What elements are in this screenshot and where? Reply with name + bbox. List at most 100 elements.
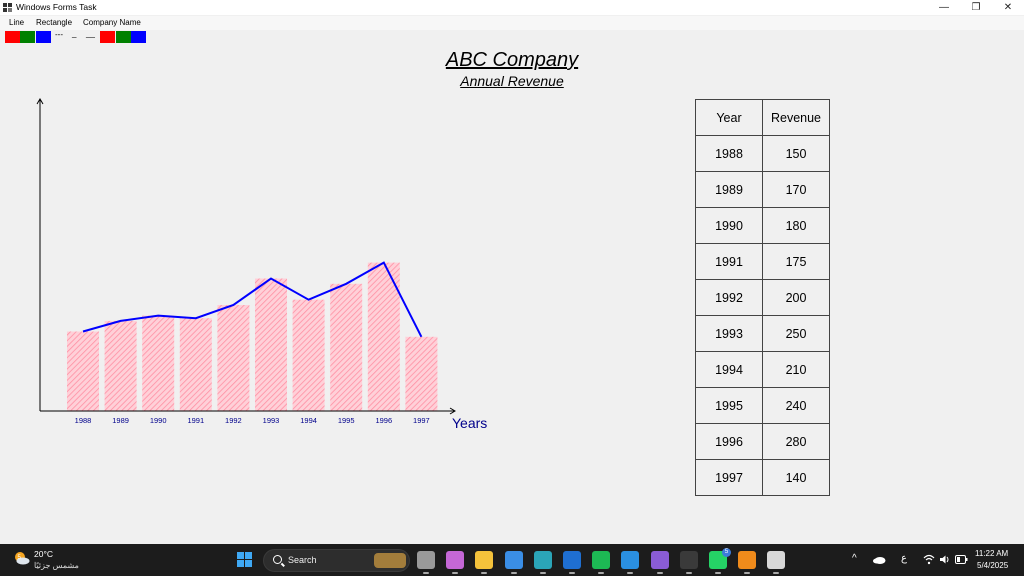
bar-1994: [292, 299, 325, 411]
weather-icon[interactable]: 5: [13, 551, 30, 565]
color-blue-button-2[interactable]: [131, 31, 146, 43]
taskbar-search[interactable]: Search: [263, 549, 410, 572]
weather-desc[interactable]: مشمس جزئيًا: [34, 561, 79, 570]
menu-rectangle[interactable]: Rectangle: [36, 18, 73, 27]
short-line-button[interactable]: _: [72, 29, 77, 38]
weather-badge: 5: [18, 555, 22, 561]
color-blue-button[interactable]: [36, 31, 51, 43]
bar-1996: [367, 262, 400, 411]
table-row: 1995 240: [695, 387, 830, 424]
company-heading: ABC Company: [445, 49, 579, 71]
revenue-table: Year Revenue 1988 150 1989 170 1990 180 1991 17…: [695, 99, 830, 496]
table-row: 1992 200: [695, 279, 830, 316]
revenue-line: [82, 261, 423, 338]
ticks-layer: 1988 1989 1990 1991 1992 1993 1994 1995 1996 1997: [75, 416, 430, 425]
running-indicator: [715, 572, 721, 574]
wifi-icon[interactable]: [923, 554, 935, 565]
restore-button[interactable]: ❐: [971, 2, 981, 13]
cell-year: 1997: [695, 459, 763, 496]
search-highlight-icon: [374, 553, 406, 568]
clock-time[interactable]: 11:22 AM: [975, 549, 1009, 558]
revenue-chart: 1988 1989 1990 1991 1992 1993 1994 1995 1996 1997…: [36, 98, 487, 431]
bar-1990: [142, 315, 175, 411]
cell-year: 1991: [695, 243, 763, 280]
bars-layer: [67, 262, 438, 411]
running-indicator: [627, 572, 634, 574]
copilot-icon[interactable]: [446, 551, 465, 574]
outlook-icon[interactable]: [563, 551, 581, 574]
table-row: 1997 140: [695, 459, 830, 496]
color-green-button[interactable]: [20, 31, 35, 43]
cell-year: 1994: [695, 351, 763, 388]
bar-1997: [405, 336, 438, 411]
cell-revenue: 210: [762, 351, 830, 388]
microsoft-store-icon[interactable]: [504, 551, 523, 574]
running-indicator: [744, 572, 751, 574]
cell-revenue: 170: [762, 171, 830, 208]
line-layer: [82, 261, 423, 338]
long-line-button[interactable]: __: [86, 29, 95, 38]
revenue-subheading: Annual Revenue: [460, 73, 564, 89]
running-indicator: [773, 572, 780, 574]
x-tick-label: 1989: [112, 416, 129, 425]
volume-icon[interactable]: [939, 554, 951, 565]
whatsapp-icon[interactable]: 5: [709, 548, 731, 574]
color-green-button-2[interactable]: [116, 31, 131, 43]
tray-chevron-icon[interactable]: ^: [852, 553, 857, 564]
table-body: 1988 150 1989 170 1990 180 1991 175 1992 200 1993 2…: [695, 135, 830, 496]
minimize-button[interactable]: —: [939, 2, 949, 13]
bar-1992: [217, 305, 250, 411]
battery-icon[interactable]: [955, 555, 968, 564]
edge-icon[interactable]: [533, 551, 552, 574]
table-row: 1994 210: [695, 351, 830, 388]
menu-line[interactable]: Line: [9, 18, 25, 27]
cell-revenue: 250: [762, 315, 830, 352]
cell-revenue: 200: [762, 279, 830, 316]
running-indicator: [598, 572, 605, 574]
running-indicator: [481, 572, 488, 574]
table-row: 1990 180: [695, 207, 830, 244]
title-bar: Windows Forms Task — ❐ ✕: [0, 0, 1024, 15]
table-header-row: Year Revenue: [695, 99, 830, 136]
menu-bar: Line Rectangle Company Name: [0, 16, 1024, 30]
bar-1993: [255, 278, 287, 411]
onedrive-icon[interactable]: [872, 555, 886, 564]
menu-company-name[interactable]: Company Name: [83, 18, 141, 27]
cell-revenue: 240: [762, 387, 830, 424]
file-explorer-icon[interactable]: [475, 551, 494, 574]
cell-revenue: 175: [762, 243, 830, 280]
table-row: 1989 170: [695, 171, 830, 208]
running-indicator: [510, 572, 517, 574]
running-indicator: [569, 572, 575, 574]
tool-strip: --- _ __: [0, 29, 1024, 44]
column-header-year: Year: [695, 99, 763, 136]
running-indicator: [685, 572, 692, 574]
windows-forms-app-icon[interactable]: [767, 551, 786, 574]
bar-1991: [179, 318, 212, 411]
weather-temp[interactable]: 20°C: [34, 549, 53, 559]
dashed-line-button[interactable]: ---: [55, 30, 63, 39]
close-button[interactable]: ✕: [1003, 2, 1013, 13]
bar-1989: [104, 320, 137, 411]
cell-year: 1989: [695, 171, 763, 208]
bar-1988: [67, 331, 99, 411]
vs-code-icon[interactable]: [621, 551, 640, 574]
cell-year: 1992: [695, 279, 763, 316]
running-indicator: [656, 572, 663, 574]
task-view-icon[interactable]: [417, 551, 435, 574]
start-button[interactable]: [237, 552, 253, 568]
vlc-icon[interactable]: [738, 551, 757, 574]
table-row: 1991 175: [695, 243, 830, 280]
window-title: Windows Forms Task: [16, 2, 97, 12]
clock-date[interactable]: 5/4/2025: [977, 561, 1009, 570]
language-indicator[interactable]: ع: [901, 553, 907, 564]
terminal-icon[interactable]: [679, 551, 698, 574]
cell-revenue: 280: [762, 423, 830, 460]
color-red-button[interactable]: [5, 31, 20, 43]
color-red-button-2[interactable]: [100, 31, 115, 43]
x-tick-label: 1994: [300, 416, 317, 425]
spotify-icon[interactable]: [592, 551, 611, 574]
visual-studio-icon[interactable]: [650, 551, 669, 574]
x-tick-label: 1995: [338, 416, 355, 425]
axes-layer: [36, 98, 456, 415]
